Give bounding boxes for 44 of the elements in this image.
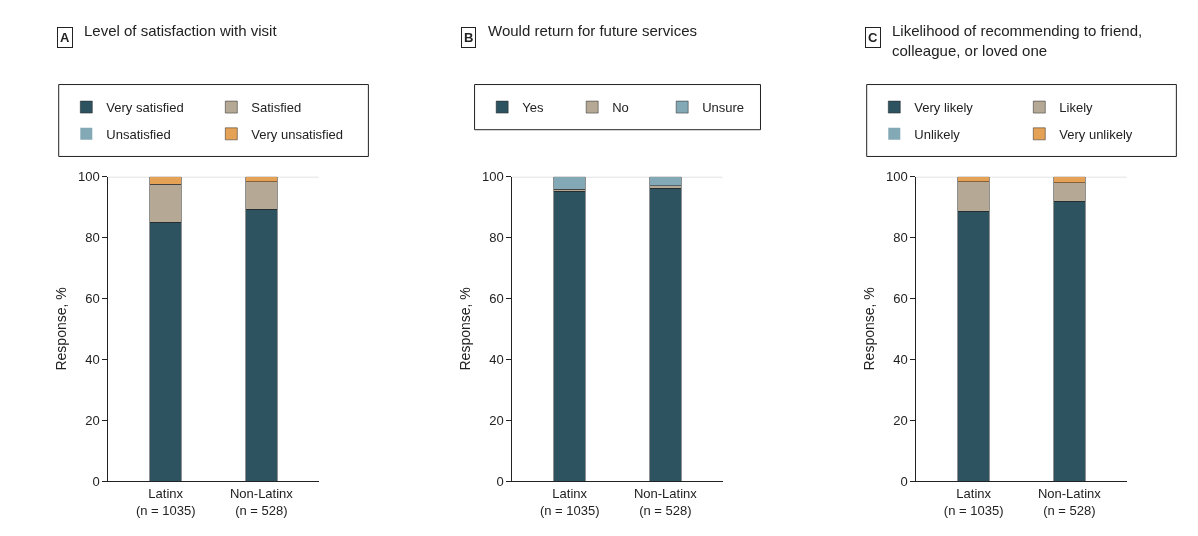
x-tick-label: Latinx (n = 1035) [943,485,1004,518]
chart-title: Level of satisfaction with visit [84,22,278,39]
legend-label: Unsatisfied [106,126,171,142]
y-tick-label: 80 [893,230,908,246]
x-tick-label: Non-Latinx (n = 528) [633,485,698,518]
x-tick-label: Latinx (n = 1035) [539,485,600,518]
y-tick-label: 60 [489,290,504,306]
y-tick-label: 20 [85,412,100,428]
text: A [60,30,70,45]
y-tick-label: 20 [489,412,504,428]
y-tick-label: 100 [481,169,504,185]
y-tick-label: 20 [893,412,908,428]
legend-label: Likely [1059,100,1094,116]
y-tick-label: 0 [92,473,100,489]
legend-label: Unlikely [914,126,961,142]
legend-label: Very satisfied [106,100,184,116]
y-tick-label: 0 [900,473,908,489]
legend-label: Very unlikely [1059,126,1133,142]
y-tick-label: 80 [85,230,100,246]
y-tick-label: 100 [885,169,908,185]
y-axis-title: Response, % [52,287,69,371]
legend-label: Satisfied [251,100,302,116]
legend-label: Very unsatisfied [251,126,344,142]
y-tick-label: 80 [489,230,504,246]
legend-label: Very likely [914,100,974,116]
text: B [464,30,474,45]
y-tick-label: 100 [77,169,100,185]
x-tick-label: Non-Latinx (n = 528) [1037,485,1102,518]
legend-label: Yes [522,100,544,116]
text: C [868,30,878,45]
legend-label: Unsure [702,100,745,116]
x-tick-label: Non-Latinx (n = 528) [229,485,294,518]
x-tick-label: Latinx (n = 1035) [135,485,196,518]
y-tick-label: 40 [85,351,100,367]
y-axis-title: Response, % [456,287,473,371]
y-tick-label: 60 [893,290,908,306]
y-tick-label: 60 [85,290,100,306]
y-tick-label: 40 [893,351,908,367]
y-tick-label: 0 [496,473,504,489]
chart-title: Would return for future services [488,22,697,39]
y-tick-label: 40 [489,351,504,367]
chart-title: Likelihood of recommending to friend, colleague, or loved one [892,22,1143,59]
legend-label: No [612,100,629,116]
y-axis-title: Response, % [860,287,877,371]
